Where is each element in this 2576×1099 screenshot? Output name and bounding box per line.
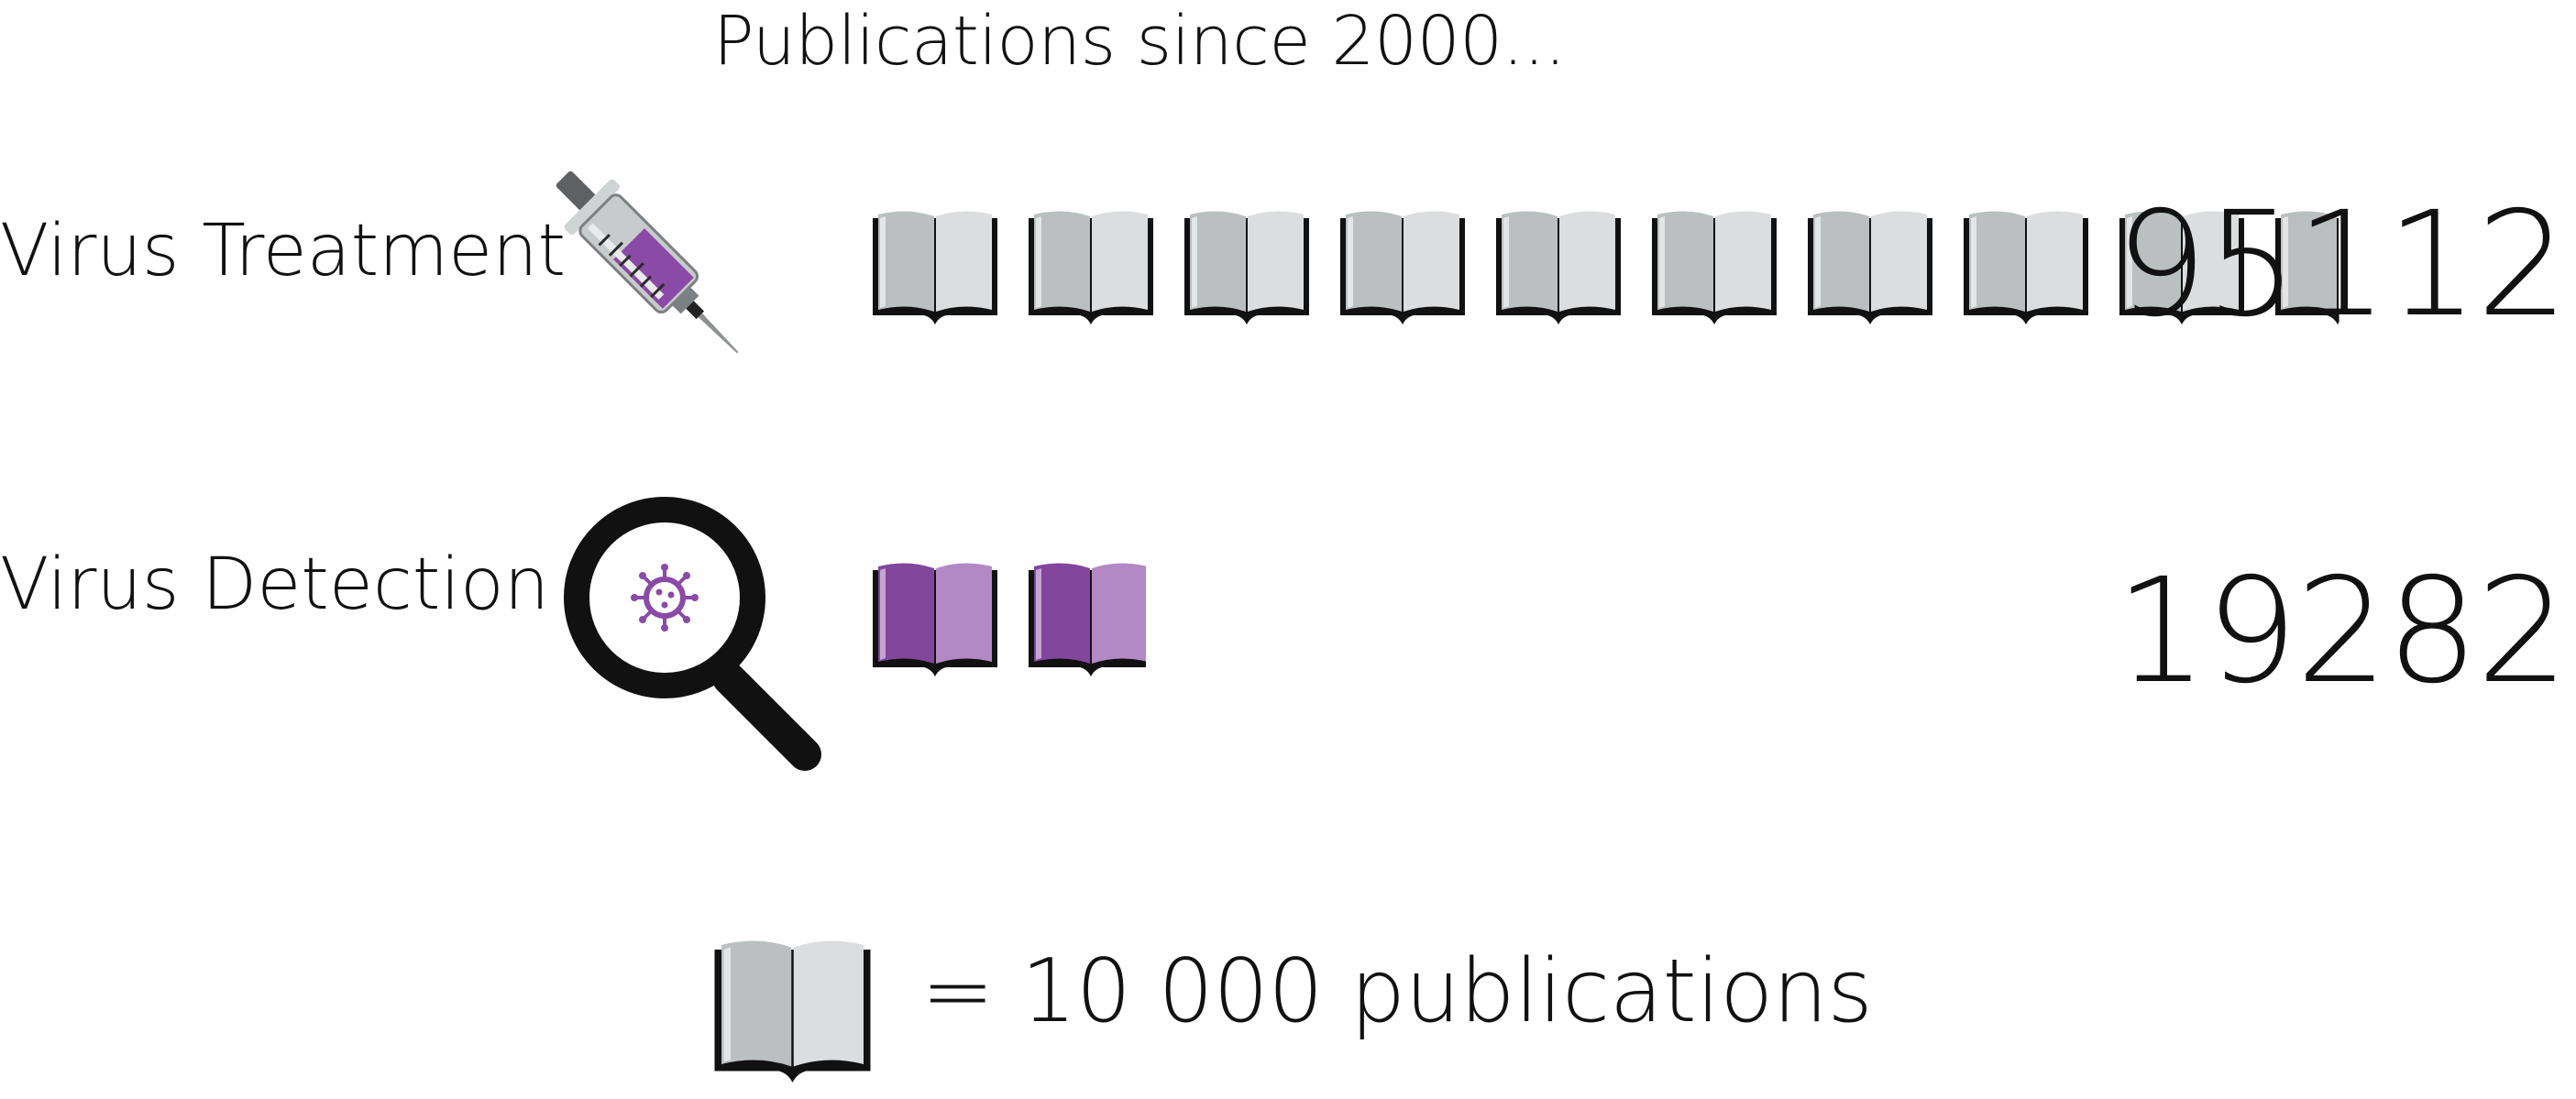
chart-title: Publications since 2000... <box>713 2 1566 81</box>
category-label-virus-treatment: Virus Treatment <box>0 210 567 292</box>
book-icon-partial <box>2275 211 2339 324</box>
syringe-icon <box>556 170 739 354</box>
book-icon-partial <box>1029 563 1146 676</box>
book-icon <box>1340 211 1465 324</box>
book-icon <box>1808 211 1932 324</box>
value-label-virus-treatment: 95112 <box>2115 181 2569 349</box>
legend-book-shape <box>714 940 871 1083</box>
book-row-virus-treatment <box>873 211 2339 324</box>
value-label-virus-detection: 19282 <box>2115 547 2569 716</box>
book-icon <box>873 563 997 676</box>
book-icon <box>1184 211 1309 324</box>
legend-text: = 10 000 publications <box>921 941 1873 1042</box>
book-row-virus-detection <box>873 563 1146 676</box>
book-icon <box>1964 211 2088 324</box>
book-icon <box>873 211 997 324</box>
book-icon <box>1029 211 1153 324</box>
virus-icon <box>631 564 699 632</box>
book-icon <box>1496 211 1621 324</box>
book-icon <box>1652 211 1777 324</box>
category-label-virus-detection: Virus Detection <box>0 544 550 626</box>
book-icon <box>2119 211 2244 324</box>
book-icon <box>714 940 871 1083</box>
magnifier-virus-icon <box>564 497 821 771</box>
